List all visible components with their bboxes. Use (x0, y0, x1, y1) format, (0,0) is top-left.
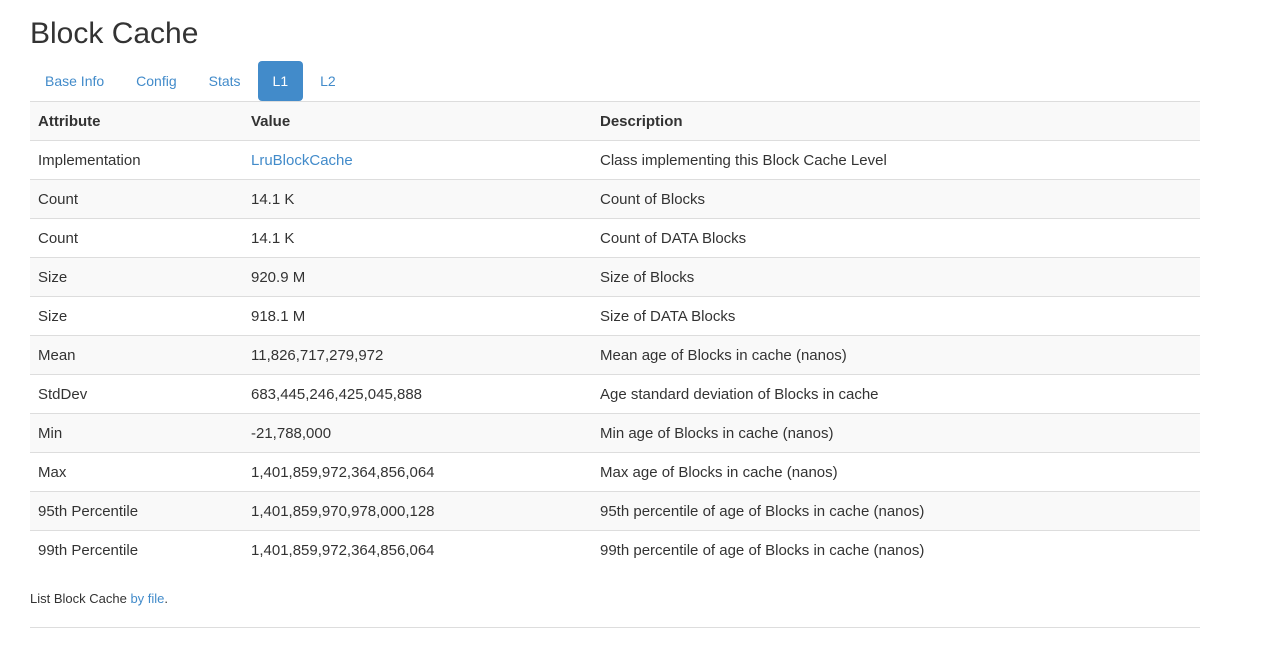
table-row: 95th Percentile 1,401,859,970,978,000,128… (30, 491, 1200, 531)
description-cell: Count of DATA Blocks (592, 218, 1200, 258)
description-cell: Max age of Blocks in cache (nanos) (592, 452, 1200, 492)
value-cell: 1,401,859,972,364,856,064 (243, 452, 592, 492)
value-cell: 14.1 K (243, 218, 592, 258)
footer-prefix: List Block Cache (30, 591, 131, 606)
table-row: 99th Percentile 1,401,859,972,364,856,064… (30, 530, 1200, 569)
description-cell: Size of Blocks (592, 257, 1200, 297)
description-cell: Min age of Blocks in cache (nanos) (592, 413, 1200, 453)
description-cell: 99th percentile of age of Blocks in cach… (592, 530, 1200, 569)
tab-stats[interactable]: Stats (208, 73, 241, 89)
footer-suffix: . (164, 591, 169, 606)
column-header: Value (243, 101, 592, 141)
description-cell: Count of Blocks (592, 179, 1200, 219)
description-cell: Class implementing this Block Cache Leve… (592, 140, 1200, 180)
column-header: Description (592, 101, 1200, 141)
attribute-cell: Implementation (30, 140, 243, 180)
description-cell: 95th percentile of age of Blocks in cach… (592, 491, 1200, 531)
table-row: Mean 11,826,717,279,972 Mean age of Blocks… (30, 335, 1200, 375)
table-row: Max 1,401,859,972,364,856,064 Max age of B… (30, 452, 1200, 492)
attribute-cell: Max (30, 452, 243, 492)
page-title: Block Cache (30, 17, 199, 50)
table-row: Size 918.1 M Size of DATA Blocks (30, 296, 1200, 336)
value-cell: LruBlockCache (243, 140, 592, 180)
attribute-cell: Min (30, 413, 243, 453)
implementation-link[interactable]: LruBlockCache (251, 151, 353, 169)
attribute-cell: 95th Percentile (30, 491, 243, 531)
value-cell: 918.1 M (243, 296, 592, 336)
description-cell: Age standard deviation of Blocks in cach… (592, 374, 1200, 414)
attribute-cell: Count (30, 179, 243, 219)
attribute-cell: Size (30, 257, 243, 297)
description-cell: Size of DATA Blocks (592, 296, 1200, 336)
column-header: Attribute (30, 101, 243, 141)
attribute-cell: 99th Percentile (30, 530, 243, 569)
divider (30, 627, 1200, 628)
value-cell: 11,826,717,279,972 (243, 335, 592, 375)
value-cell: 1,401,859,970,978,000,128 (243, 491, 592, 531)
value-cell: 14.1 K (243, 179, 592, 219)
value-cell: 920.9 M (243, 257, 592, 297)
tab-config[interactable]: Config (136, 73, 177, 89)
by-file-link[interactable]: by file (130, 591, 165, 606)
table-header-row: Attribute Value Description (30, 101, 1200, 141)
table-row: Count 14.1 K Count of Blocks (30, 179, 1200, 219)
description-cell: Mean age of Blocks in cache (nanos) (592, 335, 1200, 375)
footer-note: List Block Cache by file. (30, 591, 168, 606)
l1-attributes-table: Attribute Value Description Implementation L… (30, 101, 1200, 569)
table-row: Min -21,788,000 Min age of Blocks in cache… (30, 413, 1200, 453)
value-cell: 683,445,246,425,045,888 (243, 374, 592, 414)
value-cell: 1,401,859,972,364,856,064 (243, 530, 592, 569)
table-row: Count 14.1 K Count of DATA Blocks (30, 218, 1200, 258)
table-row: Size 920.9 M Size of Blocks (30, 257, 1200, 297)
table-row: Implementation LruBlockCache Class impleme… (30, 140, 1200, 180)
tab-base-info[interactable]: Base Info (45, 73, 105, 89)
tab-l2[interactable]: L2 (320, 73, 336, 89)
attribute-cell: Size (30, 296, 243, 336)
tab-bar: Base Info Config Stats L1 L2 (30, 61, 353, 101)
attribute-cell: Mean (30, 335, 243, 375)
value-cell: -21,788,000 (243, 413, 592, 453)
tab-l1[interactable]: L1 (257, 61, 304, 101)
attribute-cell: Count (30, 218, 243, 258)
table-row: StdDev 683,445,246,425,045,888 Age standar… (30, 374, 1200, 414)
attribute-cell: StdDev (30, 374, 243, 414)
